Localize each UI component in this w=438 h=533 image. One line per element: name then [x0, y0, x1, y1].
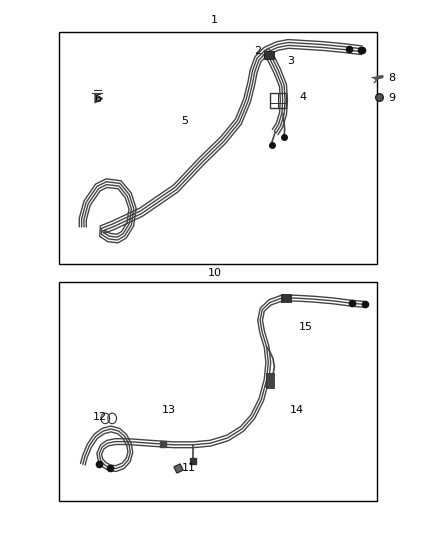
Text: 15: 15	[298, 322, 312, 332]
Text: 1: 1	[211, 14, 218, 25]
Text: 9: 9	[389, 93, 396, 103]
Text: 12: 12	[93, 412, 107, 422]
Text: 5: 5	[181, 116, 188, 126]
Bar	[59, 32, 377, 264]
Text: 4: 4	[300, 92, 307, 102]
Bar	[265, 51, 274, 59]
Bar	[266, 373, 274, 388]
Text: 6: 6	[95, 94, 102, 104]
Text: 2: 2	[254, 46, 261, 56]
Bar	[281, 294, 291, 302]
Bar	[59, 282, 377, 501]
Text: 13: 13	[162, 405, 176, 415]
Bar	[270, 93, 286, 108]
Text: 11: 11	[182, 463, 196, 473]
Text: 3: 3	[287, 56, 294, 66]
Text: 8: 8	[389, 72, 396, 83]
Text: 14: 14	[290, 405, 304, 415]
Text: 10: 10	[208, 268, 222, 278]
